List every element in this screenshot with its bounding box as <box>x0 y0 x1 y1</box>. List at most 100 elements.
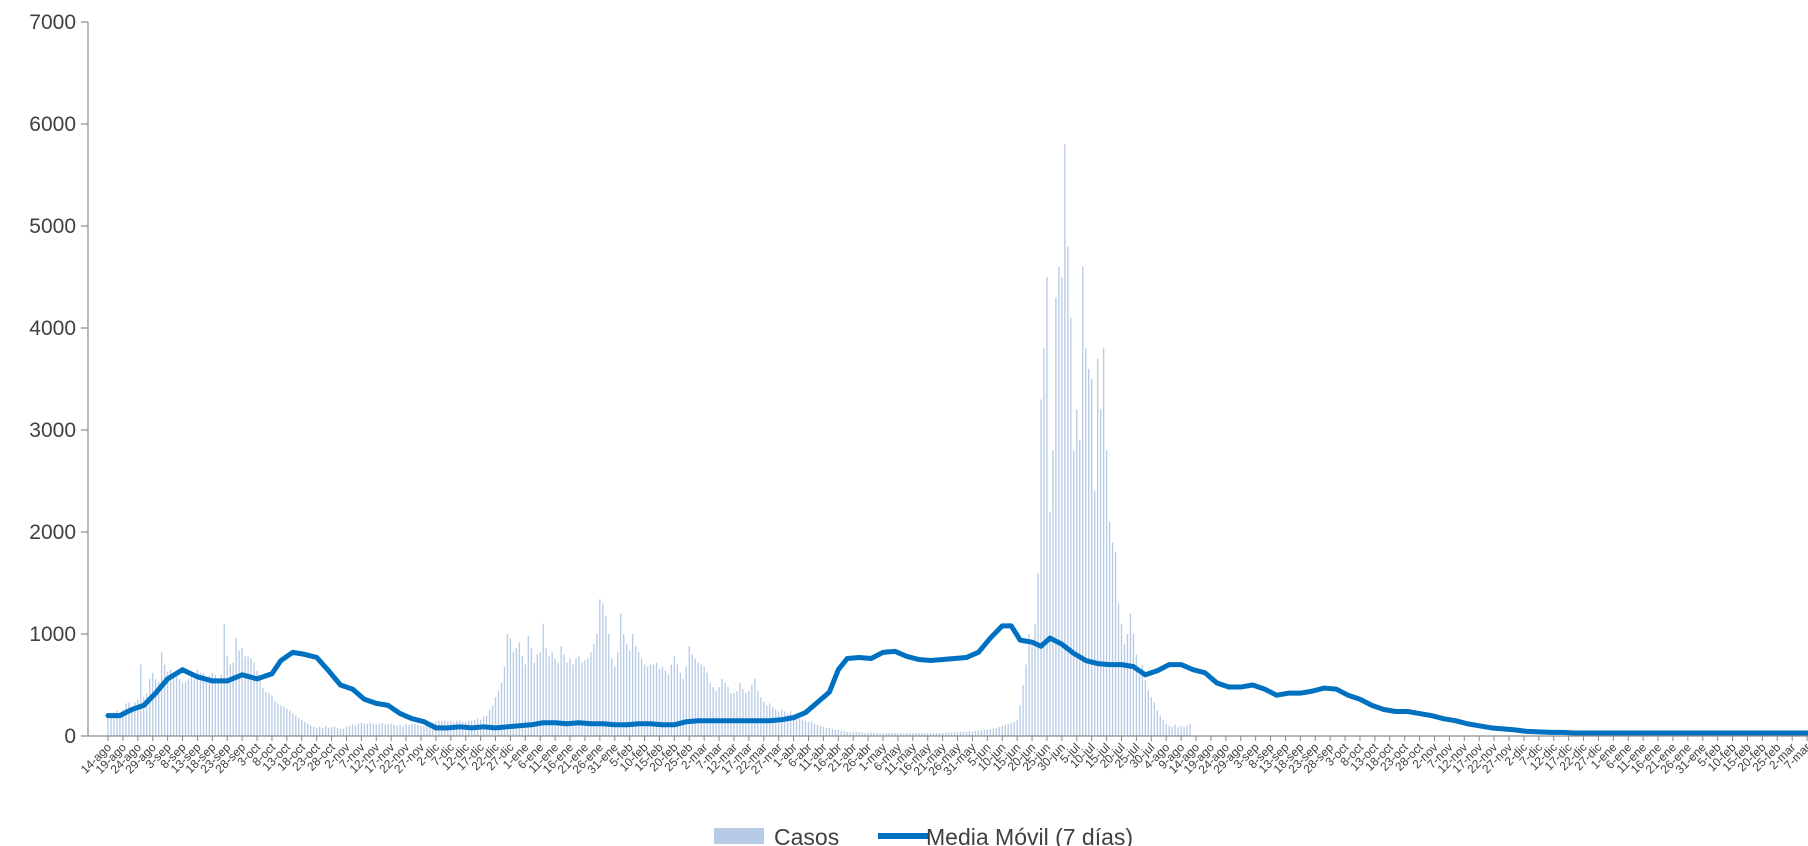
bar-casos <box>587 658 589 736</box>
bar-casos <box>1079 440 1081 736</box>
bar-casos <box>572 664 574 736</box>
bar-casos <box>885 732 887 736</box>
bar-casos <box>1061 277 1063 736</box>
bar-casos <box>828 727 831 736</box>
bar-casos <box>694 658 696 736</box>
x-axis: 14-ago19-ago24-ago29-ago3-sep8-sep13-sep… <box>78 735 1808 778</box>
bar-casos <box>1108 521 1111 736</box>
bar-casos <box>283 706 285 736</box>
bar-casos <box>333 726 336 736</box>
bar-casos <box>938 732 941 736</box>
bar-casos <box>941 732 944 736</box>
bar-casos <box>831 728 834 736</box>
bar-casos <box>262 688 264 736</box>
bar-casos <box>819 725 822 736</box>
y-tick-label: 0 <box>64 725 76 748</box>
bar-casos <box>709 682 711 736</box>
bar-casos <box>989 728 992 736</box>
bar-casos <box>178 678 181 736</box>
bar-casos <box>402 725 404 736</box>
bar-casos <box>1004 724 1006 736</box>
bar-casos <box>521 656 524 736</box>
bar-casos <box>232 662 234 736</box>
bar-casos <box>1147 690 1149 736</box>
bar-casos <box>959 731 962 736</box>
bar-casos <box>211 672 214 736</box>
bar-casos <box>640 658 643 736</box>
bar-casos <box>813 723 816 736</box>
bar-casos <box>560 646 562 736</box>
bar-casos <box>947 732 950 736</box>
media-movil-line <box>105 623 1808 736</box>
bar-casos <box>792 714 795 736</box>
bar-casos <box>491 705 494 736</box>
bar-casos <box>1049 511 1051 736</box>
bar-casos <box>581 662 583 736</box>
bar-casos <box>676 664 679 736</box>
bar-casos <box>1076 409 1078 736</box>
bar-casos <box>554 658 556 736</box>
bar-casos <box>310 725 312 736</box>
bar-casos <box>125 703 127 736</box>
bar-casos <box>801 719 804 736</box>
bar-casos <box>417 724 419 736</box>
bar-casos <box>155 678 157 736</box>
bar-casos <box>184 681 187 736</box>
bar-casos <box>497 691 500 736</box>
bar-casos <box>936 732 938 736</box>
bar-casos <box>596 634 598 736</box>
bar-casos <box>321 727 324 736</box>
bar-casos <box>980 730 983 736</box>
bar-casos <box>268 693 270 736</box>
bar-casos <box>542 623 544 736</box>
bar-casos <box>727 687 729 736</box>
legend-label-media-movil: Media Móvil (7 días) <box>926 824 1133 846</box>
bar-casos <box>810 721 813 736</box>
bar-casos <box>1144 679 1147 736</box>
bar-casos <box>658 668 661 736</box>
bar-casos <box>289 710 291 736</box>
bar-casos <box>327 727 330 736</box>
bar-casos <box>116 710 118 736</box>
bar-casos <box>1043 348 1045 736</box>
bar-casos <box>852 731 854 736</box>
bar-casos <box>626 644 628 736</box>
bar-casos <box>1168 725 1170 736</box>
bar-casos <box>509 638 512 736</box>
bar-casos <box>667 674 670 736</box>
bar-casos <box>160 652 163 736</box>
bar-casos <box>1031 644 1033 736</box>
bar-casos <box>778 711 780 736</box>
bar-casos <box>748 691 750 736</box>
bar-casos <box>897 732 899 736</box>
y-tick-label: 7000 <box>29 11 76 34</box>
bar-casos <box>1189 723 1191 736</box>
bar-casos <box>1040 399 1042 736</box>
bar-casos <box>1120 623 1123 736</box>
bar-casos <box>652 664 655 736</box>
bar-casos <box>205 678 208 736</box>
bar-casos <box>584 660 586 736</box>
bar-casos <box>775 709 777 736</box>
bar-casos <box>524 664 526 736</box>
bar-casos <box>277 703 279 736</box>
bar-casos <box>1055 297 1057 736</box>
bar-casos <box>429 724 431 736</box>
bar-casos <box>933 732 935 736</box>
bar-casos <box>336 727 339 736</box>
bar-casos <box>721 678 723 736</box>
bar-casos <box>1129 613 1132 736</box>
bar-casos <box>423 725 425 736</box>
bar-casos <box>1058 266 1060 736</box>
bar-casos <box>250 658 252 736</box>
bar-casos <box>351 724 354 736</box>
bar-casos <box>968 731 971 736</box>
bar-casos <box>614 666 616 736</box>
bar-casos <box>533 662 535 736</box>
bar-casos <box>822 726 825 736</box>
bar-casos <box>375 724 377 736</box>
bar-casos <box>1064 144 1066 736</box>
bar-casos <box>977 730 980 736</box>
bar-casos <box>724 682 726 736</box>
bar-casos <box>318 726 321 736</box>
